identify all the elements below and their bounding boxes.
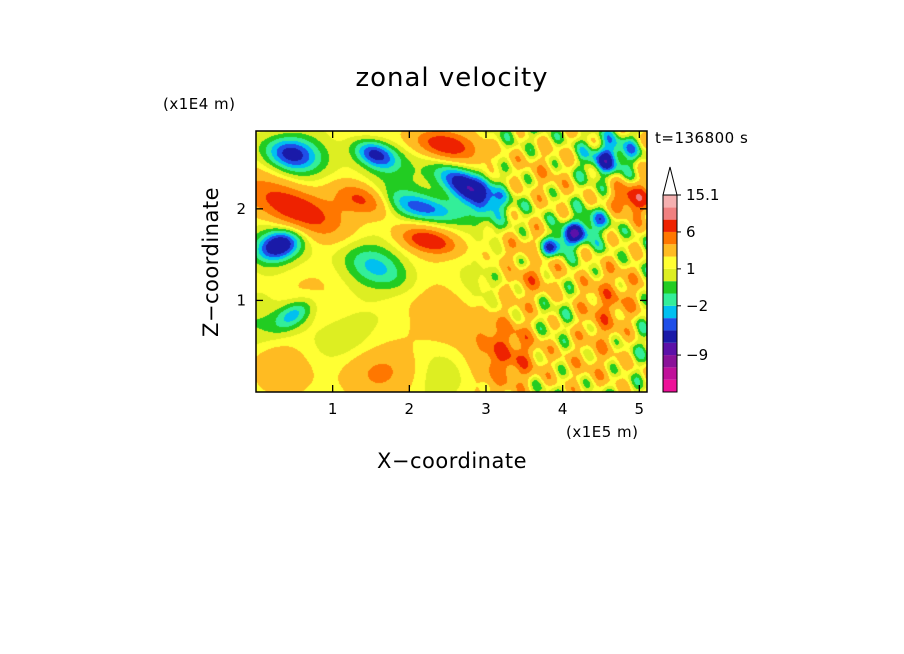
x-tick-label: 3 [481,400,491,418]
colorbar-label: 15.1 [686,186,719,204]
colorbar-swatch [663,293,677,306]
plot-area [255,130,648,393]
y-tick-label: 1 [236,291,246,309]
colorbar-swatch [663,379,677,392]
plot-frame [255,130,648,393]
chart-title: zonal velocity [355,63,548,93]
colorbar-label: −9 [686,346,708,364]
colorbar-swatch [663,268,677,282]
x-axis-label: X−coordinate [377,449,527,473]
colorbar-swatch [663,207,677,220]
colorbar-swatch [663,231,677,245]
y-unit-label: (x1E4 m) [163,95,236,113]
colorbar-label: 1 [686,260,696,278]
colorbar-swatch [663,367,677,380]
colorbar-swatch [663,318,677,331]
colorbar: 15.1 6 1 −2 −9 [662,166,719,393]
colorbar-frame [662,194,678,393]
colorbar-label: −2 [686,297,708,315]
x-tick-label: 5 [635,400,645,418]
colorbar-swatch [663,219,677,232]
time-label: t=136800 s [655,129,748,147]
colorbar-swatch [663,305,677,319]
axis-ticks: 1 2 3 4 5 1 2 [236,131,647,418]
colorbar-swatch [663,195,677,208]
colorbar-swatch [663,244,677,257]
x-tick-label: 1 [328,400,338,418]
x-tick-label: 2 [405,400,415,418]
x-tick-label: 4 [558,400,568,418]
y-axis-label: Z−coordinate [199,187,223,337]
colorbar-extend-arrow [662,166,678,196]
colorbar-swatch [663,330,677,343]
colorbar-swatch [663,342,677,356]
x-unit-label: (x1E5 m) [566,423,639,441]
contour-field [256,131,647,392]
colorbar-swatch [663,355,677,368]
colorbar-swatch [663,256,677,269]
y-tick-label: 2 [236,200,246,218]
colorbar-label: 6 [686,223,696,241]
colorbar-swatch [663,281,677,294]
